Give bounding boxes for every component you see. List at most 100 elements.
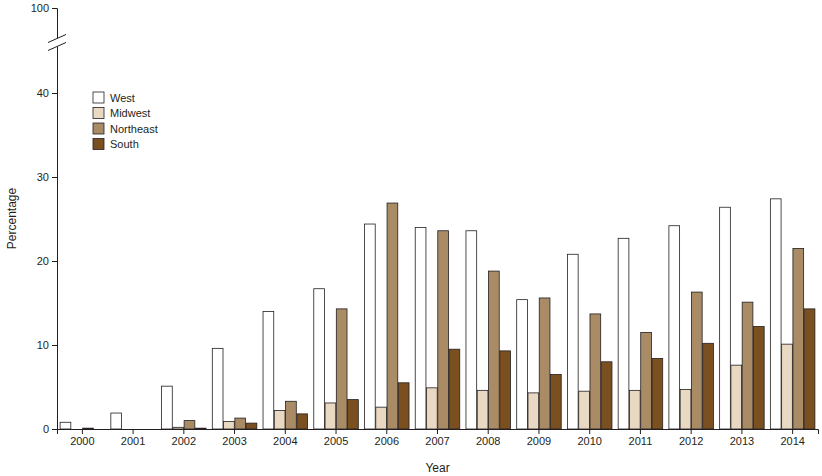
x-tick-mark (437, 429, 438, 434)
bar (528, 393, 539, 429)
bar (793, 248, 804, 429)
bar (325, 403, 336, 429)
y-tick: 10 (37, 339, 57, 351)
y-tick-label: 40 (37, 87, 49, 99)
bar (415, 227, 426, 429)
bar (83, 428, 94, 429)
bar (274, 411, 285, 429)
y-tick: 0 (43, 423, 57, 435)
bar (517, 300, 528, 429)
x-tick-label: 2011 (629, 435, 653, 447)
y-tick: 40 (37, 87, 57, 99)
legend: WestMidwestNortheastSouth (93, 92, 158, 151)
bar (348, 400, 359, 429)
bar (297, 414, 308, 429)
x-tick-mark (133, 429, 134, 434)
x-tick: 2011 (629, 429, 653, 447)
y-axis: 010203040100 (31, 2, 58, 435)
bar (246, 423, 257, 429)
bar (376, 407, 387, 429)
bar (466, 231, 477, 429)
bar (629, 390, 640, 429)
x-tick: 2001 (121, 429, 145, 447)
bar (477, 390, 488, 429)
x-tick: 2010 (577, 429, 601, 447)
bar (590, 314, 601, 429)
series-bars (83, 203, 804, 429)
y-axis-title: Percentage (5, 187, 19, 249)
x-tick-label: 2013 (730, 435, 754, 447)
bar (286, 401, 297, 429)
bar (680, 390, 691, 429)
bar (669, 226, 680, 429)
x-tick-mark (234, 429, 235, 434)
x-tick-label: 2005 (324, 435, 348, 447)
x-tick-label: 2004 (273, 435, 297, 447)
bar (500, 351, 511, 429)
x-axis-title: Year (425, 461, 449, 475)
legend-item: Northeast (93, 123, 158, 135)
x-tick-mark (691, 429, 692, 434)
bar (145, 429, 156, 430)
bar (427, 388, 438, 429)
x-tick: 2008 (476, 429, 500, 447)
bar (438, 231, 449, 429)
y-tick-mark (52, 345, 57, 346)
bar (122, 429, 133, 430)
legend-label: Northeast (110, 123, 158, 135)
bars (60, 199, 815, 429)
y-tick-label: 30 (37, 171, 49, 183)
y-tick-mark (52, 429, 57, 430)
y-tick-mark (52, 177, 57, 178)
bar (195, 428, 206, 429)
x-tick-mark (792, 429, 793, 434)
x-tick: 2014 (780, 429, 804, 447)
series-bars (60, 199, 781, 429)
x-tick-mark (285, 429, 286, 434)
bar (398, 383, 409, 429)
bar (601, 362, 612, 429)
x-tick: 2004 (273, 429, 297, 447)
x-tick-mark (741, 429, 742, 434)
bar (314, 289, 325, 429)
bar (804, 309, 815, 429)
legend-swatch (93, 123, 104, 134)
x-tick-label: 2008 (476, 435, 500, 447)
bar (235, 418, 246, 429)
x-tick: 2002 (172, 429, 196, 447)
bar (449, 349, 460, 429)
bar (539, 298, 550, 429)
bar (782, 344, 793, 429)
x-tick-label: 2003 (222, 435, 246, 447)
x-tick-label: 2007 (425, 435, 449, 447)
x-tick-mark (589, 429, 590, 434)
axis-break-mark (48, 35, 66, 43)
bar (731, 365, 742, 429)
x-tick: 2013 (730, 429, 754, 447)
x-tick: 2000 (70, 429, 94, 447)
bar (133, 429, 144, 430)
bar (742, 302, 753, 429)
x-tick-label: 2010 (577, 435, 601, 447)
x-tick: 2003 (222, 429, 246, 447)
bar (579, 391, 590, 429)
x-tick-mark (538, 429, 539, 434)
y-tick-label: 0 (43, 423, 49, 435)
x-tick-mark (640, 429, 641, 434)
bar (691, 292, 702, 429)
x-tick-mark (82, 429, 83, 434)
y-tick: 30 (37, 171, 57, 183)
bar (567, 254, 578, 429)
x-tick-mark (336, 429, 337, 434)
bar (365, 224, 376, 429)
x-tick: 2012 (679, 429, 703, 447)
legend-swatch (93, 139, 104, 150)
bar (489, 271, 500, 429)
bar (162, 386, 173, 429)
x-tick: 2009 (527, 429, 551, 447)
bar (720, 207, 731, 429)
bar (652, 358, 663, 429)
x-tick-label: 2012 (679, 435, 703, 447)
bar (60, 422, 71, 429)
bar (753, 327, 764, 429)
